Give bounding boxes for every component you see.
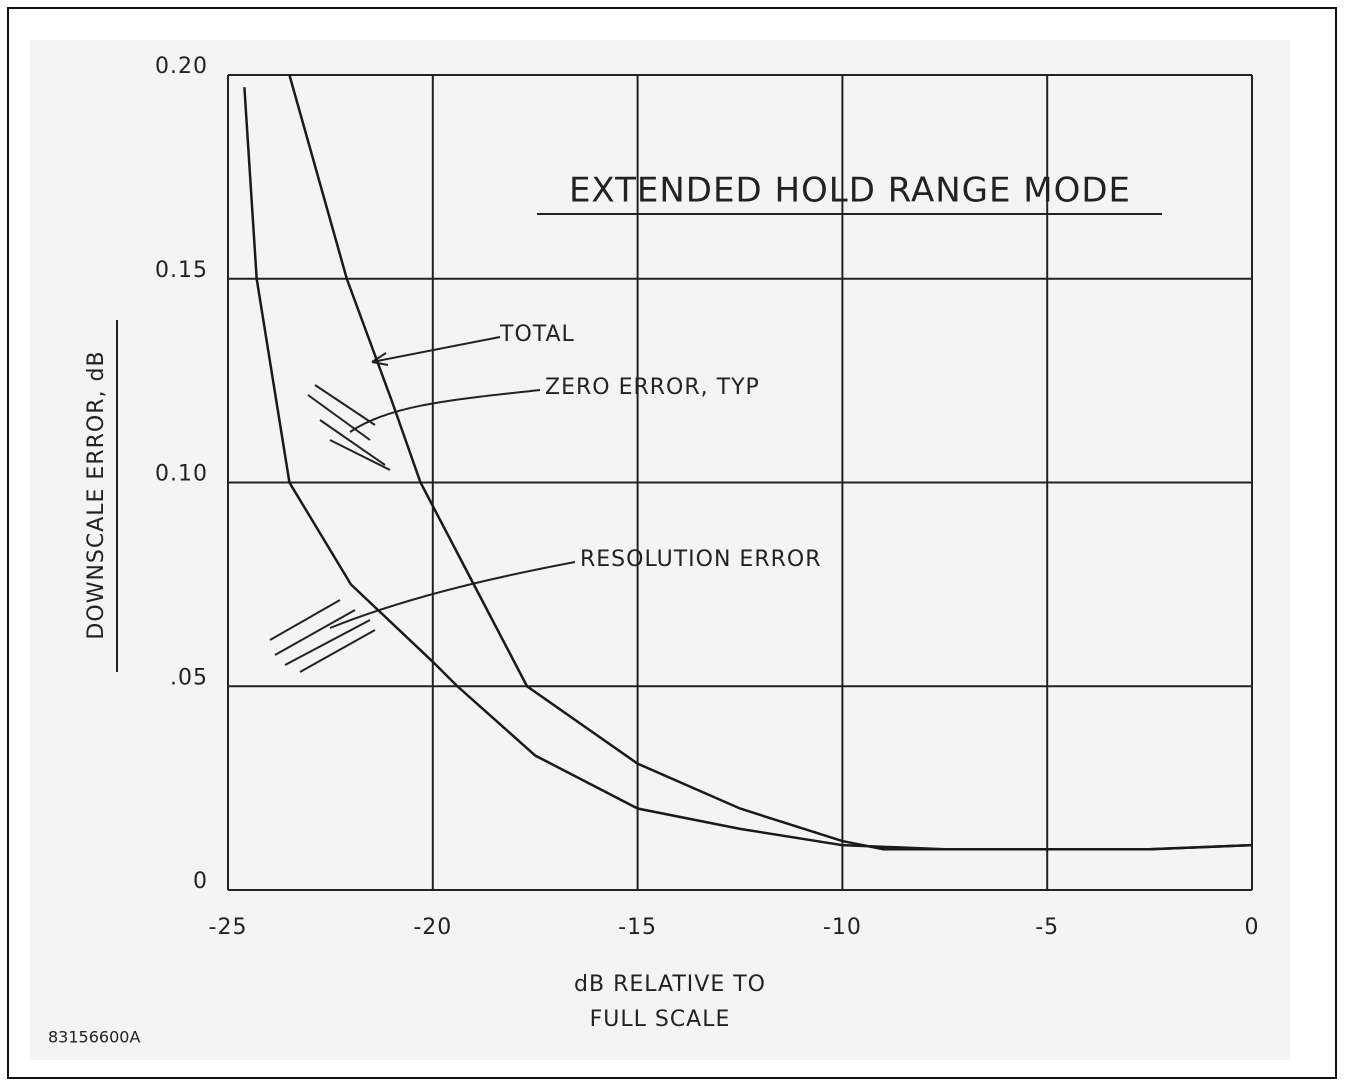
x-tick-label: -10 xyxy=(823,915,862,940)
annotation: ZERO ERROR, TYP xyxy=(545,375,760,400)
chart-title: EXTENDED HOLD RANGE MODE xyxy=(569,171,1131,211)
x-axis-label: FULL SCALE xyxy=(590,1007,731,1032)
x-tick-label: -25 xyxy=(209,915,248,940)
y-tick-label: 0.10 xyxy=(155,462,208,487)
figure-id: 83156600A xyxy=(48,1028,140,1047)
hatching xyxy=(269,384,391,673)
x-tick-label: -5 xyxy=(1035,915,1059,940)
series-label: TOTAL xyxy=(499,322,575,347)
leader-line xyxy=(371,336,501,366)
leader-line xyxy=(349,389,541,433)
y-tick-label: 0.15 xyxy=(155,258,208,283)
y-tick-label: .05 xyxy=(170,665,208,690)
x-tick-label: -20 xyxy=(413,915,452,940)
y-tick-label: 0.20 xyxy=(155,54,208,79)
leader-line xyxy=(329,561,576,629)
frame xyxy=(7,7,1337,1079)
series-label: RESOLUTION ERROR xyxy=(580,547,822,572)
x-axis-label: dB RELATIVE TO xyxy=(574,972,766,997)
x-tick-label: -15 xyxy=(618,915,657,940)
y-axis-label: DOWNSCALE ERROR, dB xyxy=(84,350,109,639)
series-line xyxy=(243,87,1253,851)
y-tick-label: 0 xyxy=(193,869,208,894)
x-tick-label: 0 xyxy=(1245,915,1260,940)
